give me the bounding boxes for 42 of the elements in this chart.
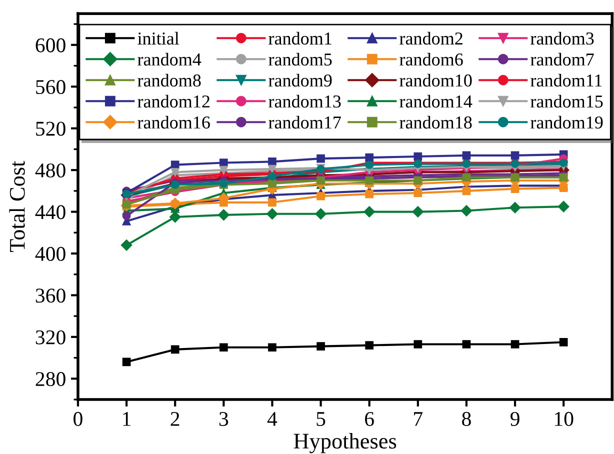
legend-label: random14 (400, 94, 472, 108)
x-tick-label: 6 (365, 412, 374, 426)
x-tick-label: 5 (316, 412, 326, 426)
x-tick-label: 8 (462, 412, 471, 426)
legend-label: random12 (138, 94, 210, 108)
y-tick-label: 280 (36, 372, 66, 386)
legend-label: random9 (268, 74, 332, 87)
y-tick-label: 480 (35, 163, 66, 178)
legend-label: random2 (400, 32, 462, 45)
legend-label: random7 (530, 52, 594, 66)
y-tick-label: 600 (36, 38, 66, 52)
y-tick-label: 400 (35, 246, 66, 261)
x-tick-label: 4 (267, 412, 278, 426)
legend-label: random1 (268, 32, 332, 45)
y-axis-title: Total Cost (9, 160, 25, 252)
legend-label: random18 (400, 116, 472, 129)
x-tick-label: 2 (170, 412, 180, 426)
legend-label: random15 (530, 94, 603, 108)
y-tick-label: 320 (36, 330, 66, 344)
y-tick-label: 560 (36, 80, 66, 94)
legend-label: random13 (268, 94, 341, 108)
x-tick-label: 9 (510, 412, 520, 426)
legend-label: random8 (138, 74, 201, 87)
legend-label: random19 (530, 116, 603, 129)
x-tick-label: 10 (555, 412, 574, 426)
y-tick-label: 520 (36, 122, 66, 136)
legend-label: random6 (400, 52, 463, 66)
x-tick-label: 0 (74, 412, 82, 426)
y-tick-label: 440 (35, 205, 66, 220)
legend-label: random16 (138, 116, 210, 129)
legend-label: random3 (530, 32, 594, 45)
legend-label: random11 (530, 74, 602, 87)
legend-label: random17 (268, 116, 341, 129)
y-tick-label: 360 (36, 288, 66, 303)
x-tick-label: 1 (123, 412, 130, 426)
legend-label: random10 (400, 74, 472, 87)
x-axis-title: Hypotheses (294, 432, 396, 454)
legend-label: initial (138, 32, 180, 45)
x-tick-label: 3 (219, 412, 228, 426)
legend-label: random5 (268, 52, 332, 66)
x-tick-label: 7 (414, 412, 423, 426)
legend-label: random4 (138, 52, 202, 66)
